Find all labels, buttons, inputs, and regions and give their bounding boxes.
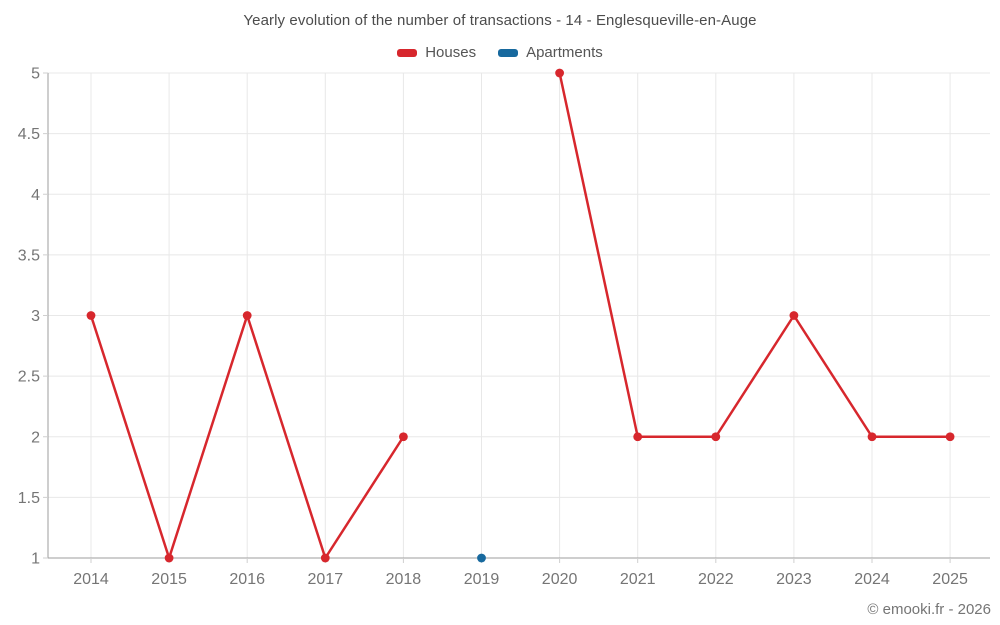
chart-title: Yearly evolution of the number of transa…	[243, 12, 757, 29]
legend-swatch-icon	[498, 48, 519, 57]
data-point-houses-2014	[86, 311, 96, 320]
data-point-apartments-2019	[477, 553, 486, 563]
data-point-houses-2022	[711, 432, 721, 442]
copyright: © emooki.fr - 2026	[867, 601, 991, 618]
x-tick-label: 2024	[854, 571, 890, 588]
x-tick-label: 2023	[776, 571, 812, 588]
data-point-houses-2025	[945, 432, 955, 442]
x-tick-label: 2022	[698, 571, 734, 588]
y-tick-label: 3.5	[18, 247, 40, 264]
data-point-houses-2023	[789, 311, 799, 320]
data-point-houses-2021	[633, 432, 643, 442]
y-tick-label: 3	[31, 308, 40, 325]
y-tick-label: 1	[31, 551, 40, 568]
x-tick-label: 2021	[620, 571, 656, 588]
legend-label: Apartments	[526, 44, 603, 61]
x-tick-label: 2015	[151, 571, 187, 588]
x-tick-label: 2016	[229, 571, 265, 588]
legend-item-apartments[interactable]: Apartments	[498, 44, 603, 61]
x-tick-label: 2020	[542, 571, 578, 588]
data-point-houses-2024	[867, 432, 877, 442]
y-tick-label: 1.5	[18, 490, 40, 507]
data-point-houses-2016	[242, 311, 252, 320]
data-point-houses-2017	[320, 553, 330, 563]
x-tick-label: 2014	[73, 571, 109, 588]
chart-legend: Houses Apartments	[0, 44, 1000, 61]
y-tick-label: 4.5	[18, 126, 40, 143]
data-point-houses-2018	[399, 432, 408, 442]
legend-swatch-icon	[397, 48, 418, 57]
legend-item-houses[interactable]: Houses	[397, 44, 476, 61]
y-tick-label: 2.5	[18, 369, 40, 386]
data-point-houses-2020	[555, 68, 564, 78]
x-tick-label: 2018	[386, 571, 422, 588]
y-tick-label: 4	[31, 187, 40, 204]
data-point-houses-2015	[164, 553, 174, 563]
series-line-houses	[558, 71, 952, 438]
y-tick-label: 2	[31, 429, 40, 446]
x-tick-label: 2025	[932, 571, 968, 588]
x-tick-label: 2019	[464, 571, 500, 588]
x-tick-label: 2017	[308, 571, 344, 588]
y-tick-label: 5	[31, 66, 40, 83]
legend-label: Houses	[425, 44, 477, 61]
